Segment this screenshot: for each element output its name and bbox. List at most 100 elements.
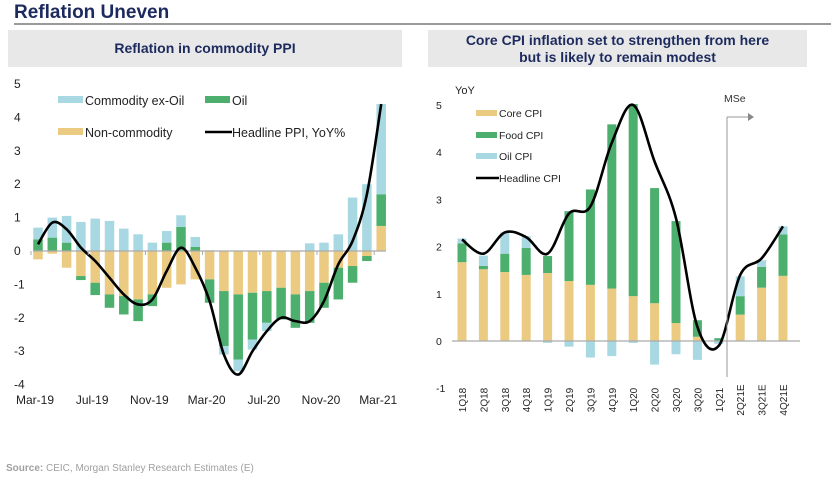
bar-core-cpi	[607, 288, 617, 341]
bar-non-commodity	[290, 251, 301, 295]
x-tick-label: 3Q20	[672, 387, 683, 412]
x-tick-label: Jul-19	[76, 393, 109, 407]
bar-food-cpi	[564, 211, 574, 282]
bar-oil	[76, 276, 86, 281]
bar-oil	[219, 291, 229, 347]
bar-oil	[61, 242, 72, 251]
bar-commodity-ex-oil	[319, 242, 329, 251]
y-tick-label: 0	[14, 244, 21, 258]
line-headline-ppi-yoy	[36, 103, 383, 376]
x-tick-label: 2Q20	[651, 387, 662, 412]
left-chart-title-text: Reflation in commodity PPI	[114, 40, 296, 56]
x-tick-label: 4Q18	[522, 387, 533, 412]
bar-non-commodity	[262, 251, 272, 292]
bar-commodity-ex-oil	[247, 339, 258, 350]
right-chart-title: Core CPI inflation set to strengthen fro…	[428, 30, 807, 67]
legend-swatch-oil-cpi	[476, 153, 497, 159]
bar-non-commodity	[76, 251, 86, 277]
bar-oil	[33, 239, 43, 251]
bar-non-commodity	[33, 251, 43, 260]
bar-commodity-ex-oil	[104, 220, 115, 251]
x-tick-label: 3Q21E	[758, 384, 769, 415]
bar-core-cpi	[628, 296, 638, 341]
bar-non-commodity	[319, 251, 329, 283]
bar-non-commodity	[376, 225, 386, 251]
legend-label-oil-cpi: Oil CPI	[499, 151, 532, 163]
page-title: Reflation Uneven	[14, 2, 170, 23]
bar-core-cpi	[543, 273, 553, 341]
x-tick-label: Mar-21	[359, 393, 397, 407]
bar-core-cpi	[650, 303, 660, 341]
bar-oil-cpi	[607, 341, 617, 357]
y-tick-label: 3	[14, 144, 21, 158]
y-tick-label: 5	[436, 100, 442, 112]
x-tick-label: 2Q19	[565, 387, 576, 412]
bar-commodity-ex-oil	[90, 218, 100, 251]
source-text: CEIC, Morgan Stanley Research Estimates …	[46, 463, 254, 474]
bar-commodity-ex-oil	[262, 322, 272, 332]
x-tick-label: 2Q21E	[736, 384, 747, 415]
bar-food-cpi	[714, 338, 724, 341]
bar-oil-cpi	[650, 341, 660, 365]
legend-swatch-commodity-ex-oil	[58, 96, 83, 103]
x-tick-label: 3Q20	[693, 387, 704, 412]
bar-oil-cpi	[543, 341, 553, 343]
y-tick-label: -1	[436, 383, 445, 395]
bar-commodity-ex-oil	[190, 236, 201, 247]
bar-food-cpi	[500, 253, 510, 273]
bar-food-cpi	[607, 124, 617, 289]
x-tick-label: 2Q18	[479, 387, 490, 412]
bar-oil-cpi	[585, 341, 595, 358]
bar-oil-cpi	[628, 341, 638, 343]
bar-core-cpi	[457, 262, 467, 341]
y-tick-label: 2	[436, 242, 442, 254]
bar-oil	[90, 282, 100, 296]
y-tick-label: 2	[14, 177, 21, 191]
bar-oil	[319, 282, 329, 308]
legend-label-headline-ppi-yoy: Headline PPI, YoY%	[232, 126, 345, 140]
bar-core-cpi	[585, 284, 595, 341]
bar-oil-cpi	[692, 341, 702, 360]
forecast-annotation: MSe	[724, 93, 746, 105]
bar-oil	[233, 294, 243, 360]
bar-core-cpi	[521, 274, 531, 341]
legend-label-headline-cpi: Headline CPI	[499, 173, 561, 185]
bar-non-commodity	[176, 251, 186, 285]
bar-oil	[204, 279, 215, 303]
bar-food-cpi	[757, 266, 767, 288]
bar-core-cpi	[735, 314, 745, 341]
x-tick-label: Nov-20	[302, 393, 341, 407]
legend-label-core-cpi: Core CPI	[499, 108, 542, 120]
source-label: Source:	[6, 463, 44, 474]
bar-commodity-ex-oil	[347, 197, 358, 251]
bar-oil-cpi	[500, 232, 510, 254]
bar-food-cpi	[650, 188, 660, 304]
bar-oil	[104, 294, 115, 308]
bar-commodity-ex-oil	[33, 227, 43, 240]
bar-core-cpi	[478, 269, 488, 341]
bar-commodity-ex-oil	[119, 228, 129, 251]
x-tick-label: 3Q18	[501, 387, 512, 412]
bar-core-cpi	[500, 272, 510, 341]
bar-non-commodity	[219, 251, 229, 292]
legend-label-non-commodity: Non-commodity	[85, 126, 173, 140]
bar-food-cpi	[521, 248, 531, 275]
legend-swatch-oil	[205, 96, 230, 103]
bar-non-commodity	[233, 251, 243, 295]
bar-food-cpi	[457, 243, 467, 263]
bar-non-commodity	[204, 251, 215, 280]
bar-non-commodity	[247, 251, 258, 293]
legend-label-food-cpi: Food CPI	[499, 130, 543, 142]
bar-oil	[376, 194, 386, 226]
y-tick-label: -4	[14, 378, 25, 392]
bar-non-commodity	[47, 251, 58, 254]
x-tick-label: Nov-19	[130, 393, 169, 407]
right-chart-title-line-2: but is likely to remain modest	[519, 48, 716, 65]
bar-non-commodity	[147, 251, 158, 295]
bar-oil	[290, 294, 301, 328]
y-tick-label: 4	[436, 147, 442, 159]
bar-core-cpi	[692, 336, 702, 341]
x-tick-label: Jul-20	[247, 393, 280, 407]
